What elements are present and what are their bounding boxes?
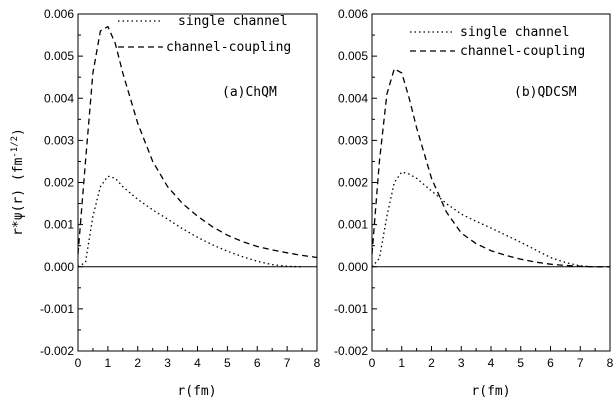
legend-label-channel-coupling: channel-coupling (166, 40, 291, 55)
x-tick-label: 2 (428, 356, 435, 370)
series-line-single-channel (371, 171, 596, 268)
tick-marks (77, 13, 318, 352)
x-axis-label: r(fm) (177, 384, 216, 399)
x-tick-label: 2 (134, 356, 141, 370)
x-tick-label: 1 (398, 356, 405, 370)
x-tick-label: 3 (164, 356, 171, 370)
y-tick-label: -0.002 (334, 344, 368, 358)
legend-label-channel-coupling: channel-coupling (460, 44, 585, 59)
legend: single channel channel-coupling (118, 14, 291, 55)
x-tick-label: 7 (284, 356, 291, 370)
x-tick-label: 1 (105, 356, 112, 370)
y-tick-label: 0.001 (338, 218, 368, 232)
y-axis-label: r*ψ(r) (fm-1/2) (10, 128, 26, 236)
y-tick-label: 0.000 (44, 260, 74, 274)
y-tick-label: 0.006 (338, 7, 368, 21)
y-tick-label: 0.004 (338, 91, 368, 105)
x-tick-labels: 0 1 2 3 4 5 6 7 8 (75, 356, 321, 370)
x-tick-label: 6 (547, 356, 554, 370)
plot-frame (77, 13, 318, 352)
series-layer (77, 25, 318, 268)
x-tick-label: 3 (458, 356, 465, 370)
panel-chqm: -0.002 -0.001 0.000 0.001 0.002 0.003 0.004 0.0… (10, 7, 321, 399)
series-line-single-channel (77, 175, 303, 268)
x-tick-label: 5 (224, 356, 231, 370)
y-tick-label: 0.002 (338, 176, 368, 190)
y-tick-labels: -0.002 -0.001 0.000 0.001 0.002 0.003 0.004 0.0… (40, 7, 74, 358)
x-tick-label: 5 (517, 356, 524, 370)
x-tick-label: 0 (75, 356, 82, 370)
y-tick-label: 0.005 (338, 49, 368, 63)
series-line-channel-coupling (77, 25, 318, 259)
x-tick-label: 0 (369, 356, 376, 370)
tick-marks (371, 13, 611, 352)
y-tick-label: 0.000 (338, 260, 368, 274)
panel-qdcsm: -0.002 -0.001 0.000 0.001 0.002 0.003 0.004 0.0… (334, 7, 614, 399)
x-tick-labels: 0 1 2 3 4 5 6 7 8 (369, 356, 614, 370)
x-tick-label: 6 (254, 356, 261, 370)
y-tick-label: 0.001 (44, 218, 74, 232)
legend-label-single-channel: single channel (460, 25, 570, 40)
panel-label: (b)QDCSM (514, 85, 577, 100)
y-tick-label: 0.003 (44, 133, 74, 147)
x-tick-label: 8 (607, 356, 614, 370)
x-tick-label: 4 (194, 356, 201, 370)
x-tick-label: 8 (314, 356, 321, 370)
legend-label-single-channel: single channel (178, 14, 288, 29)
y-tick-labels: -0.002 -0.001 0.000 0.001 0.002 0.003 0.004 0.0… (334, 7, 368, 358)
x-axis-label: r(fm) (471, 384, 510, 399)
y-tick-label: 0.003 (338, 133, 368, 147)
plot-frame (371, 13, 611, 352)
y-tick-label: -0.001 (334, 302, 368, 316)
x-tick-label: 4 (488, 356, 495, 370)
legend: single channel channel-coupling (410, 25, 585, 59)
y-tick-label: 0.006 (44, 7, 74, 21)
y-tick-label: -0.002 (40, 344, 74, 358)
y-tick-label: 0.004 (44, 91, 74, 105)
y-tick-label: 0.005 (44, 49, 74, 63)
y-tick-label: 0.002 (44, 176, 74, 190)
y-tick-label: -0.001 (40, 302, 74, 316)
x-tick-label: 7 (577, 356, 584, 370)
panel-label: (a)ChQM (222, 85, 277, 100)
